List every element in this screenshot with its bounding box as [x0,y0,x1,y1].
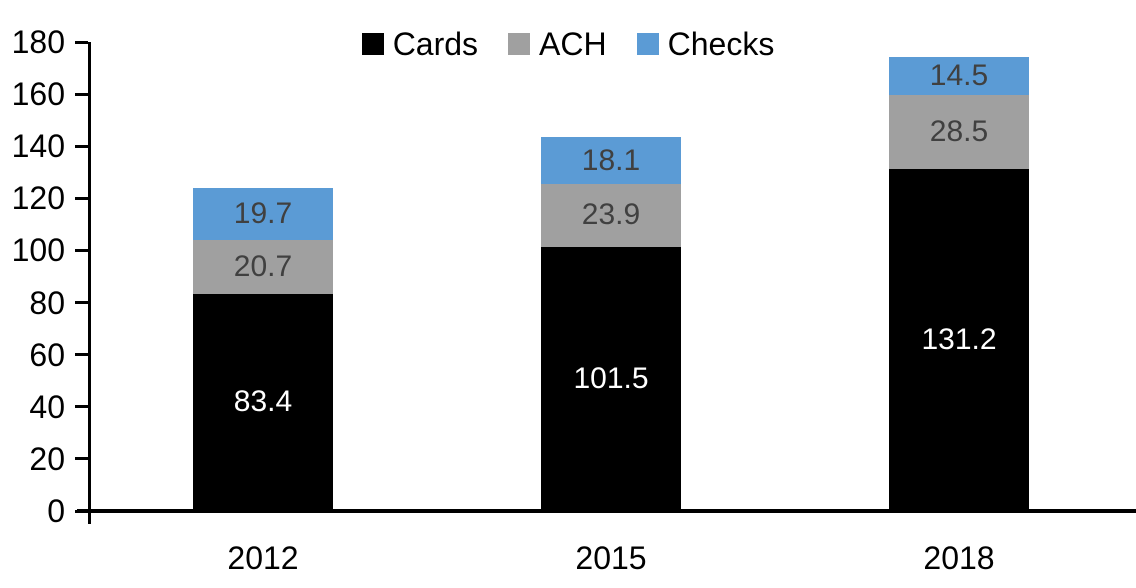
x-category-label: 2012 [227,540,299,576]
legend-item-ach: ACH [508,28,607,60]
value-label: 23.9 [581,198,641,232]
y-tick-label: 160 [11,76,65,112]
y-axis-tick [75,249,88,252]
y-tick-label: 140 [11,128,65,164]
y-axis-tick [75,457,88,460]
y-axis-line [88,42,91,524]
x-category-label: 2018 [923,540,995,576]
y-tick-label: 80 [29,285,65,321]
y-axis-tick [75,93,88,96]
bar-segment-ach: 23.9 [541,184,681,247]
value-label: 20.7 [233,249,293,283]
y-tick-label: 20 [29,441,65,477]
bar-segment-checks: 14.5 [889,57,1029,95]
y-tick-label: 40 [29,389,65,425]
y-tick-label: 60 [29,337,65,373]
bar-segment-cards: 101.5 [541,246,681,511]
bar-2018: 131.2 28.5 14.5 [889,57,1029,511]
y-tick-label: 180 [11,24,65,60]
y-axis-tick [75,197,88,200]
legend-swatch-cards [361,33,384,55]
bar-segment-cards: 83.4 [193,293,333,511]
bar-segment-ach: 28.5 [889,94,1029,170]
legend-label: Cards [392,26,479,62]
bar-segment-cards: 131.2 [889,169,1029,511]
value-label: 18.1 [581,143,641,177]
y-tick-label: 0 [47,493,65,529]
legend-label: ACH [539,26,607,62]
x-axis-line [77,509,1136,513]
legend-item-cards: Cards [361,26,479,62]
legend-item-checks: Checks [636,26,775,62]
legend-swatch-checks [636,33,659,55]
y-axis-tick [75,145,88,148]
y-axis-tick [75,41,88,44]
value-label: 19.7 [233,197,293,231]
y-axis-tick [75,405,88,408]
bar-2015: 101.5 23.9 18.1 [541,137,681,511]
bar-segment-checks: 18.1 [541,137,681,185]
y-tick-label: 120 [11,180,65,216]
y-tick-label: 100 [11,232,65,268]
legend-swatch-ach [508,33,531,55]
value-label: 131.2 [921,323,997,357]
value-label: 14.5 [929,59,989,93]
value-label: 101.5 [573,361,649,395]
bar-segment-ach: 20.7 [193,239,333,294]
value-label: 83.4 [233,385,293,419]
bar-2012: 83.4 20.7 19.7 [193,188,333,511]
y-axis-tick [75,353,88,356]
value-label: 28.5 [929,115,989,149]
bar-segment-checks: 19.7 [193,188,333,240]
legend-label: Checks [667,26,775,62]
x-category-label: 2015 [575,540,647,576]
chart-legend: Cards ACH Checks [0,28,1136,60]
y-axis-tick [75,301,88,304]
